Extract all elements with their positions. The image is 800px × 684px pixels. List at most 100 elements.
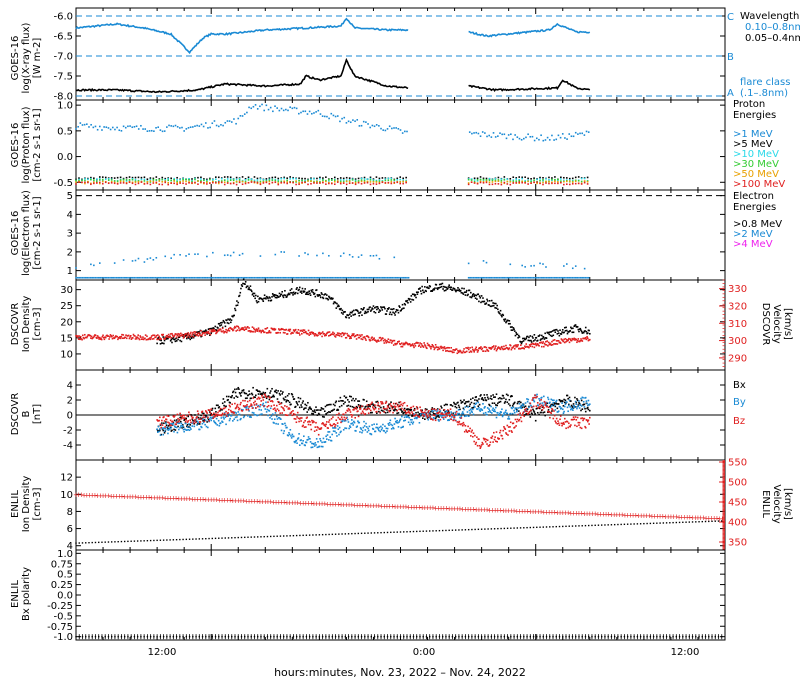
series-point	[413, 406, 415, 408]
series-point	[349, 277, 351, 279]
series-point	[160, 427, 162, 429]
series-point	[382, 177, 384, 179]
series-point	[286, 181, 288, 183]
series-point	[130, 335, 132, 337]
series-point	[350, 426, 352, 428]
series-line	[76, 19, 590, 53]
series-point	[509, 320, 511, 322]
series-point	[346, 180, 348, 182]
series-point	[574, 425, 576, 427]
series-point	[454, 288, 456, 290]
series-point	[218, 176, 220, 178]
series-point	[191, 181, 193, 183]
series-point	[482, 348, 484, 350]
series-point	[382, 403, 384, 405]
series-point	[307, 254, 309, 256]
series-point	[396, 277, 398, 279]
series-point	[287, 110, 289, 112]
series-point	[545, 181, 547, 183]
series-point	[219, 406, 221, 408]
series-point	[517, 344, 519, 346]
series-point	[321, 293, 323, 295]
series-point	[504, 320, 506, 322]
series-point	[308, 330, 310, 332]
series-point	[159, 417, 161, 419]
series-point	[308, 436, 310, 438]
series-point	[265, 298, 267, 300]
series-point	[190, 422, 192, 424]
series-point	[441, 286, 443, 288]
series-point	[475, 442, 477, 444]
y-tick-label: -0.5	[53, 178, 73, 189]
series-point	[350, 411, 352, 413]
series-point	[402, 179, 404, 181]
series-point	[580, 277, 582, 279]
series-point	[224, 277, 226, 279]
series-point	[149, 130, 151, 132]
series-point	[382, 338, 384, 340]
series-point	[269, 330, 271, 332]
series-point	[242, 400, 244, 402]
series-point	[315, 411, 317, 413]
series-point	[338, 409, 340, 411]
series-point	[432, 419, 434, 421]
series-point	[135, 181, 137, 183]
series-point	[222, 413, 224, 415]
series-point	[474, 435, 476, 437]
series-point	[218, 181, 220, 183]
series-point	[486, 262, 488, 264]
y-tick-label: 10	[60, 349, 73, 360]
series-point	[569, 399, 571, 401]
series-point	[328, 277, 330, 279]
series-point	[578, 183, 580, 185]
series-point	[105, 181, 107, 183]
series-point	[577, 277, 579, 279]
series-point	[331, 183, 333, 185]
series-point	[150, 180, 152, 182]
series-point	[410, 301, 412, 303]
series-point	[132, 260, 134, 262]
series-point	[568, 277, 570, 279]
series-point	[177, 277, 179, 279]
series-point	[384, 308, 386, 310]
series-point	[406, 300, 408, 302]
series-point	[142, 336, 144, 338]
series-point	[385, 277, 387, 279]
series-point	[233, 277, 235, 279]
series-point	[78, 181, 80, 183]
series-point	[209, 127, 211, 129]
series-point	[469, 131, 471, 133]
series-point	[307, 184, 309, 186]
series-point	[549, 277, 551, 279]
series-point	[404, 410, 406, 412]
series-point	[405, 177, 407, 179]
series-point	[229, 402, 231, 404]
series-point	[182, 182, 184, 184]
series-point	[296, 416, 298, 418]
series-point	[417, 293, 419, 295]
series-point	[320, 409, 322, 411]
series-point	[155, 277, 157, 279]
series-point	[562, 401, 564, 403]
series-point	[206, 183, 208, 185]
series-point	[347, 410, 349, 412]
series-point	[287, 414, 289, 416]
series-point	[471, 133, 473, 135]
series-point	[552, 418, 554, 420]
series-point	[486, 302, 488, 304]
series-point	[508, 403, 510, 405]
series-point	[224, 181, 226, 183]
series-point	[480, 446, 482, 448]
series-point	[509, 323, 511, 325]
series-point	[179, 277, 181, 279]
series-point	[217, 412, 219, 414]
series-point	[232, 420, 234, 422]
series-point	[190, 126, 192, 128]
series-point	[314, 293, 316, 295]
series-point	[411, 421, 413, 423]
series-point	[236, 181, 238, 183]
series-point	[423, 292, 425, 294]
series-point	[504, 414, 506, 416]
series-point	[469, 347, 471, 349]
series-point	[334, 183, 336, 185]
